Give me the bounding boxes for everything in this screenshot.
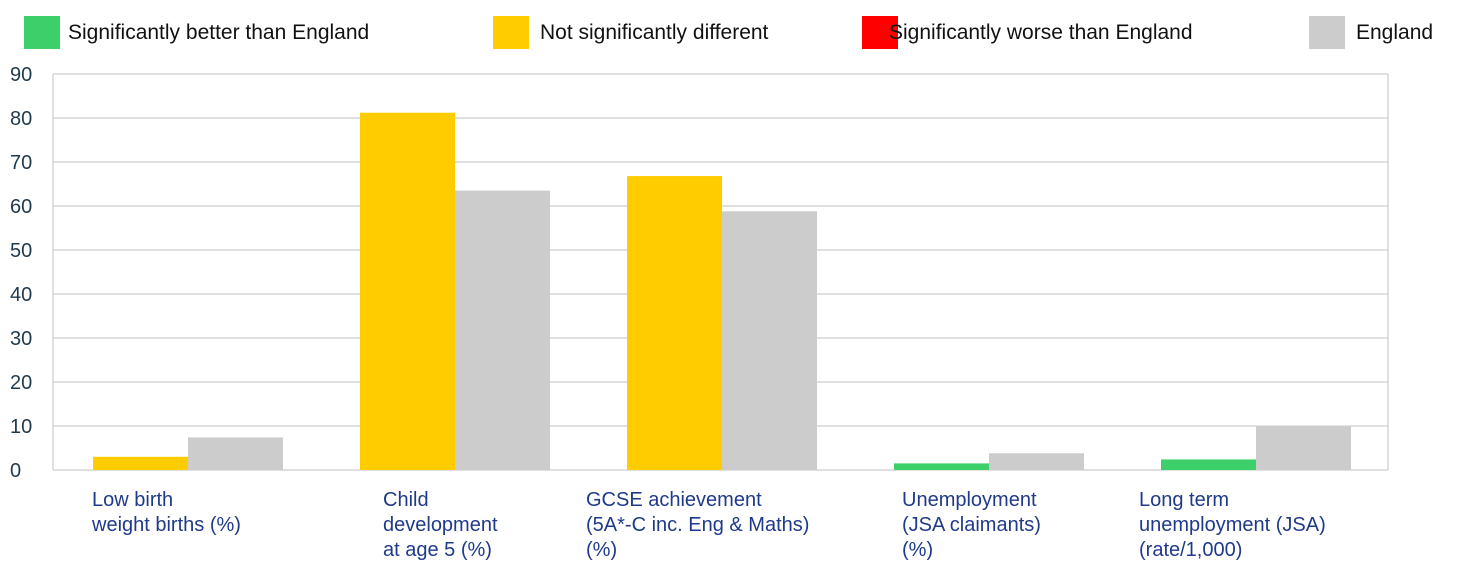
y-tick-label-20: 20 <box>10 372 32 394</box>
y-tick-label-90: 90 <box>10 64 32 86</box>
legend-swatch-1 <box>493 16 529 49</box>
bar-england-2 <box>722 211 817 470</box>
y-tick-label-40: 40 <box>10 284 32 306</box>
bar-england-4 <box>1256 425 1351 470</box>
legend-swatch-0 <box>24 16 60 49</box>
y-tick-label-10: 10 <box>10 416 32 438</box>
x-category-label-3-line-2: (%) <box>902 539 933 561</box>
x-category-label-1-line-1: development <box>383 514 498 536</box>
bars <box>93 112 1351 470</box>
bar-england-1 <box>455 190 550 470</box>
bar-area-2 <box>627 176 722 470</box>
x-category-label-1-line-2: at age 5 (%) <box>383 539 492 561</box>
bar-area-4 <box>1161 459 1256 470</box>
x-category-label-2-line-1: (5A*-C inc. Eng & Maths) <box>586 514 809 536</box>
y-tick-label-80: 80 <box>10 108 32 130</box>
y-axis: 0 10 20 30 40 50 60 70 80 90 <box>10 64 32 482</box>
x-category-label-2-line-2: (%) <box>586 539 617 561</box>
legend-label-2: Significantly worse than England <box>889 21 1193 44</box>
legend-swatch-3 <box>1309 16 1345 49</box>
x-category-label-2-line-0: GCSE achievement <box>586 489 762 511</box>
legend-label-3: England <box>1356 21 1433 44</box>
x-category-label-0-line-1: weight births (%) <box>91 514 241 536</box>
bar-england-3 <box>989 453 1084 470</box>
x-axis: Low birth weight births (%) Child developme… <box>91 489 1326 561</box>
x-category-label-3-line-1: (JSA claimants) <box>902 514 1041 536</box>
legend-label-1: Not significantly different <box>540 21 769 44</box>
y-tick-label-60: 60 <box>10 196 32 218</box>
bar-area-0 <box>93 456 188 470</box>
legend: Significantly better than England Not sig… <box>24 16 1433 49</box>
y-tick-label-50: 50 <box>10 240 32 262</box>
x-category-label-4-line-0: Long term <box>1139 489 1229 511</box>
bar-area-1 <box>360 112 455 470</box>
x-category-label-1-line-0: Child <box>383 489 429 511</box>
legend-label-0: Significantly better than England <box>68 21 369 44</box>
y-tick-label-0: 0 <box>10 460 21 482</box>
x-category-label-4-line-2: (rate/1,000) <box>1139 539 1242 561</box>
legend-swatch-2 <box>862 16 898 49</box>
x-category-label-4-line-1: unemployment (JSA) <box>1139 514 1326 536</box>
y-tick-label-30: 30 <box>10 328 32 350</box>
bar-england-0 <box>188 437 283 470</box>
x-category-label-3-line-0: Unemployment <box>902 489 1037 511</box>
x-category-label-0-line-0: Low birth <box>92 489 173 511</box>
y-tick-label-70: 70 <box>10 152 32 174</box>
bar-area-3 <box>894 463 989 470</box>
